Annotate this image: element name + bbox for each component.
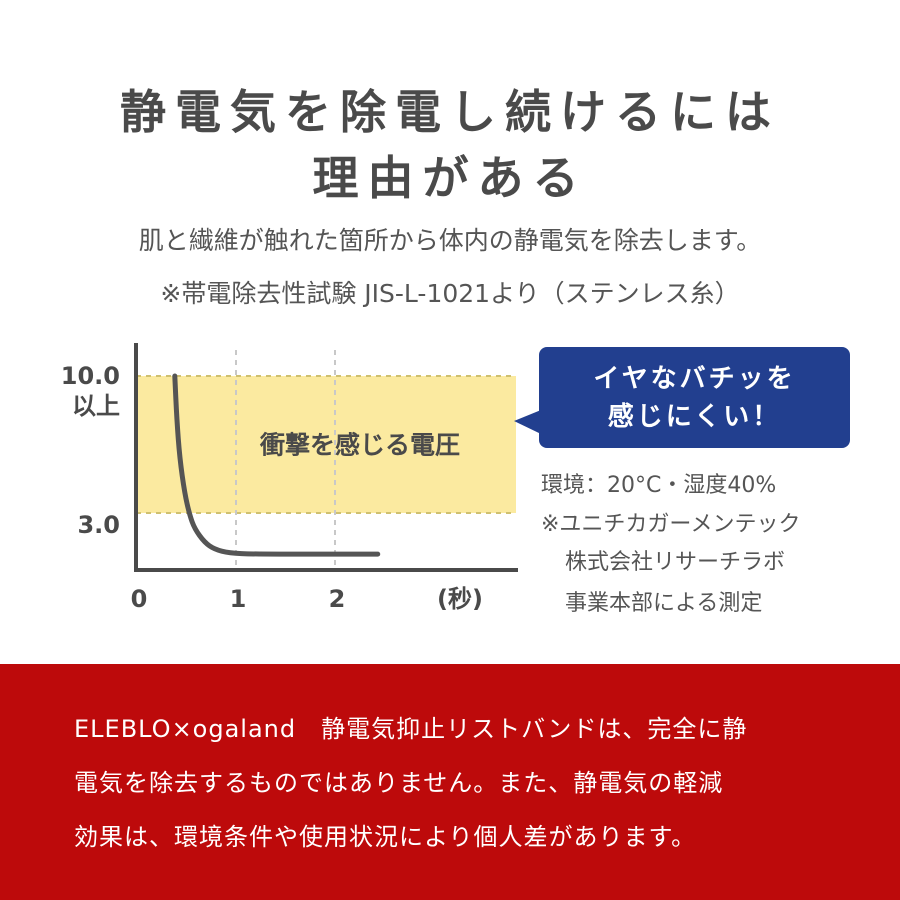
measurement-note-3: 事業本部による測定 [565,591,763,616]
heading-line-1: 静電気を除電し続けるには [120,85,780,139]
measurement-note-1: ※ユニチカガーメンテック [541,512,801,537]
x-tick-label-0: 0 [131,585,148,613]
x-tick-label-2: 2 [329,585,346,613]
x-unit-label: (秒) [437,585,483,613]
callout-line-2: 感じにくい！ [607,401,782,432]
x-tick-label-1: 1 [230,585,247,613]
disclaimer-line-3: 効果は、環境条件や使用状況により個人差があります。 [74,823,697,851]
disclaimer-line-1: ELEBLO×ogaland 静電気抑止リストバンドは、完全に静 [74,715,748,743]
callout-tail [514,410,541,434]
subtitle-line-1: 肌と繊維が触れた箇所から体内の静電気を除去します。 [138,226,762,255]
disclaimer-footer: ELEBLO×ogaland 静電気抑止リストバンドは、完全に静 電気を除去する… [0,664,900,900]
y-tick-sublabel-10: 以上 [72,392,120,420]
subtitle-line-2: ※帯電除去性試験 JIS-L-1021より（ステンレス糸） [160,279,740,308]
voltage-decay-chart: 衝撃を感じる電圧 10.0 以上 3.0 0 1 2 (秒) [61,343,518,613]
series-line [172,373,381,557]
measurement-note-2: 株式会社リサーチラボ [565,550,786,575]
band-label: 衝撃を感じる電圧 [259,431,460,460]
shock-band [136,376,516,513]
disclaimer-line-2: 電気を除去するものではありません。また、静電気の軽減 [74,769,724,797]
environment-note: 環境：20°C・湿度40% [541,473,777,498]
callout-bubble: イヤなバチッを 感じにくい！ [539,347,850,448]
heading-line-2: 理由がある [312,151,588,205]
y-tick-label-3: 3.0 [77,511,120,539]
callout-line-1: イヤなバチッを [593,363,796,394]
y-tick-label-10: 10.0 [61,362,120,390]
